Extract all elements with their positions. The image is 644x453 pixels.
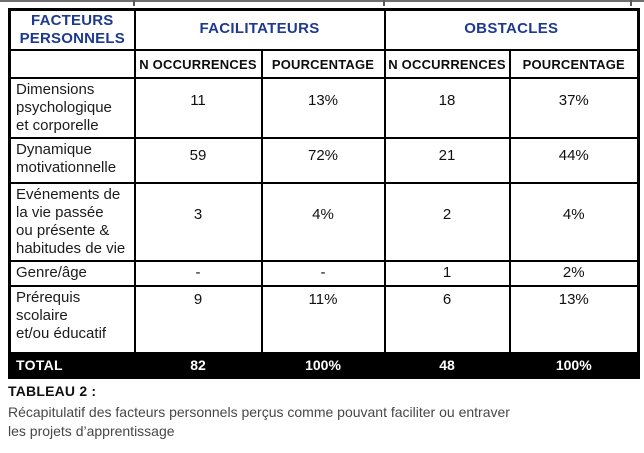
obstacles-n-value: 2 (383, 182, 511, 262)
facilitateurs-n-value: - (133, 260, 263, 287)
row-label: Genre/âge (8, 260, 136, 287)
table-row-prerequis: Prérequis scolaire et/ou éducatif 9 11% … (8, 285, 640, 354)
facilitateurs-pct-value: 11% (260, 285, 386, 354)
header-obstacles-n-occurrences: N OCCURRENCES (383, 49, 511, 79)
obstacles-n-value: 6 (383, 285, 511, 354)
obstacles-pct-value: 37% (508, 77, 640, 139)
header-facilitateurs-pourcentage: POURCENTAGE (260, 49, 386, 79)
total-obstacles-n: 48 (383, 352, 511, 378)
table-row-dimensions: Dimensions psychologique et corporelle 1… (8, 77, 640, 139)
header-obstacles-pourcentage: POURCENTAGE (508, 49, 640, 79)
total-facilitateurs-n: 82 (133, 352, 263, 378)
personal-factors-table: FACTEURS PERSONNELS FACILITATEURS OBSTAC… (8, 8, 641, 379)
caption-text: Récapitulatif des facteurs personnels pe… (8, 404, 510, 439)
total-row: TOTAL 82 100% 48 100% (8, 352, 640, 378)
obstacles-n-value: 21 (383, 137, 511, 184)
facilitateurs-n-value: 3 (133, 182, 263, 262)
header-facilitateurs: FACILITATEURS (133, 8, 386, 51)
row-label: Dimensions psychologique et corporelle (8, 77, 136, 139)
facilitateurs-n-value: 9 (133, 285, 263, 354)
facilitateurs-n-value: 59 (133, 137, 263, 184)
header-obstacles: OBSTACLES (383, 8, 640, 51)
header-facilitateurs-n-occurrences: N OCCURRENCES (133, 49, 263, 79)
obstacles-pct-value: 4% (508, 182, 640, 262)
facilitateurs-pct-value: 72% (260, 137, 386, 184)
caption-title: TABLEAU 2 : (8, 383, 97, 399)
table-header-row-groups: FACTEURS PERSONNELS FACILITATEURS OBSTAC… (8, 8, 640, 51)
table-row-evenements: Evénements de la vie passée ou présente … (8, 182, 640, 262)
facilitateurs-n-value: 11 (133, 77, 263, 139)
row-label: Dynamique motivationnelle (8, 137, 136, 184)
total-obstacles-pct: 100% (508, 352, 640, 378)
table-header-row-measures: N OCCURRENCES POURCENTAGE N OCCURRENCES … (8, 49, 640, 79)
facilitateurs-pct-value: 4% (260, 182, 386, 262)
table-caption: TABLEAU 2 : Récapitulatif des facteurs p… (8, 383, 628, 441)
obstacles-pct-value: 2% (508, 260, 640, 287)
table-row-dynamique: Dynamique motivationnelle 59 72% 21 44% (8, 137, 640, 184)
table-row-genre-age: Genre/âge - - 1 2% (8, 260, 640, 287)
scan-artifact-tick (133, 0, 135, 6)
scan-artifact-tick (630, 0, 632, 6)
scan-artifact-tick (383, 0, 385, 6)
obstacles-pct-value: 13% (508, 285, 640, 354)
row-label: Evénements de la vie passée ou présente … (8, 182, 136, 262)
obstacles-n-value: 18 (383, 77, 511, 139)
row-label: Prérequis scolaire et/ou éducatif (8, 285, 136, 354)
total-facilitateurs-pct: 100% (260, 352, 386, 378)
header-empty-cell (8, 49, 136, 79)
obstacles-n-value: 1 (383, 260, 511, 287)
scan-artifact-line (0, 0, 644, 6)
total-label: TOTAL (8, 352, 136, 378)
facilitateurs-pct-value: 13% (260, 77, 386, 139)
obstacles-pct-value: 44% (508, 137, 640, 184)
facilitateurs-pct-value: - (260, 260, 386, 287)
header-facteurs-personnels: FACTEURS PERSONNELS (8, 8, 136, 51)
